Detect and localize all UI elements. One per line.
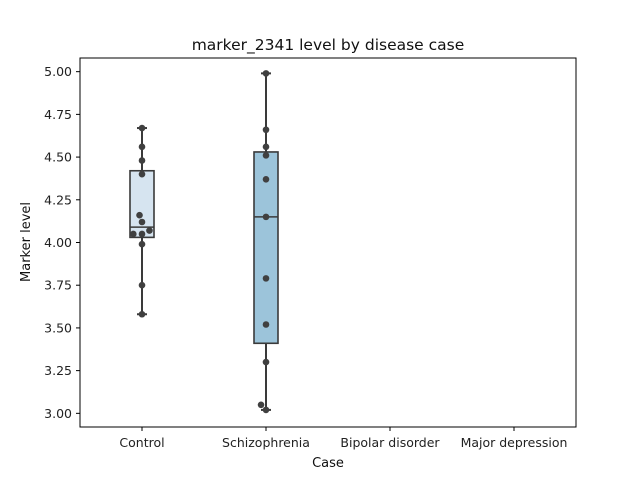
box-schizophrenia bbox=[253, 72, 279, 411]
y-tick-label: 3.00 bbox=[44, 406, 72, 421]
y-tick-label: 3.25 bbox=[44, 363, 72, 378]
data-point bbox=[138, 143, 146, 151]
y-tick-label: 3.75 bbox=[44, 278, 72, 293]
y-tick-label: 3.50 bbox=[44, 320, 72, 335]
data-point bbox=[262, 213, 270, 221]
data-point bbox=[262, 275, 270, 282]
data-point bbox=[262, 70, 270, 77]
y-axis-label: Marker level bbox=[19, 202, 34, 282]
data-point bbox=[257, 401, 265, 409]
point-group bbox=[130, 70, 270, 414]
data-point bbox=[262, 152, 270, 159]
box-iqr bbox=[129, 169, 155, 239]
x-tick-label: Control bbox=[119, 435, 164, 450]
data-point bbox=[262, 143, 270, 151]
data-point bbox=[138, 124, 146, 132]
data-point bbox=[138, 170, 146, 178]
data-point bbox=[138, 240, 146, 248]
y-tick-label: 4.00 bbox=[44, 235, 72, 250]
y-tick-label: 4.25 bbox=[44, 192, 72, 207]
data-point bbox=[138, 218, 146, 226]
data-point bbox=[138, 230, 146, 238]
data-point bbox=[262, 321, 270, 328]
y-tick-label: 5.00 bbox=[44, 64, 72, 79]
x-tick-label: Major depression bbox=[461, 435, 568, 450]
chart-title: marker_2341 level by disease case bbox=[192, 36, 465, 55]
box-group bbox=[129, 72, 279, 411]
data-point bbox=[262, 358, 270, 366]
box-iqr bbox=[253, 151, 279, 345]
data-point bbox=[146, 227, 153, 234]
y-axis: 3.00 3.25 3.50 3.75 4.00 4.25 4.50 4.75 5.00 bbox=[44, 64, 80, 421]
y-tick-label: 4.50 bbox=[44, 150, 72, 165]
x-tick-label: Bipolar disorder bbox=[340, 435, 440, 450]
x-axis: Control Schizophrenia Bipolar disorder Majo… bbox=[119, 427, 567, 450]
data-point bbox=[138, 281, 146, 289]
data-point bbox=[262, 126, 270, 134]
data-point bbox=[138, 310, 146, 318]
data-point bbox=[262, 175, 270, 183]
data-point bbox=[138, 157, 146, 164]
data-point bbox=[262, 406, 270, 414]
y-tick-label: 4.75 bbox=[44, 107, 72, 122]
plot-area bbox=[79, 57, 577, 428]
data-point bbox=[130, 230, 137, 238]
data-point bbox=[136, 211, 143, 219]
x-axis-label: Case bbox=[312, 456, 344, 471]
x-tick-label: Schizophrenia bbox=[222, 435, 310, 450]
